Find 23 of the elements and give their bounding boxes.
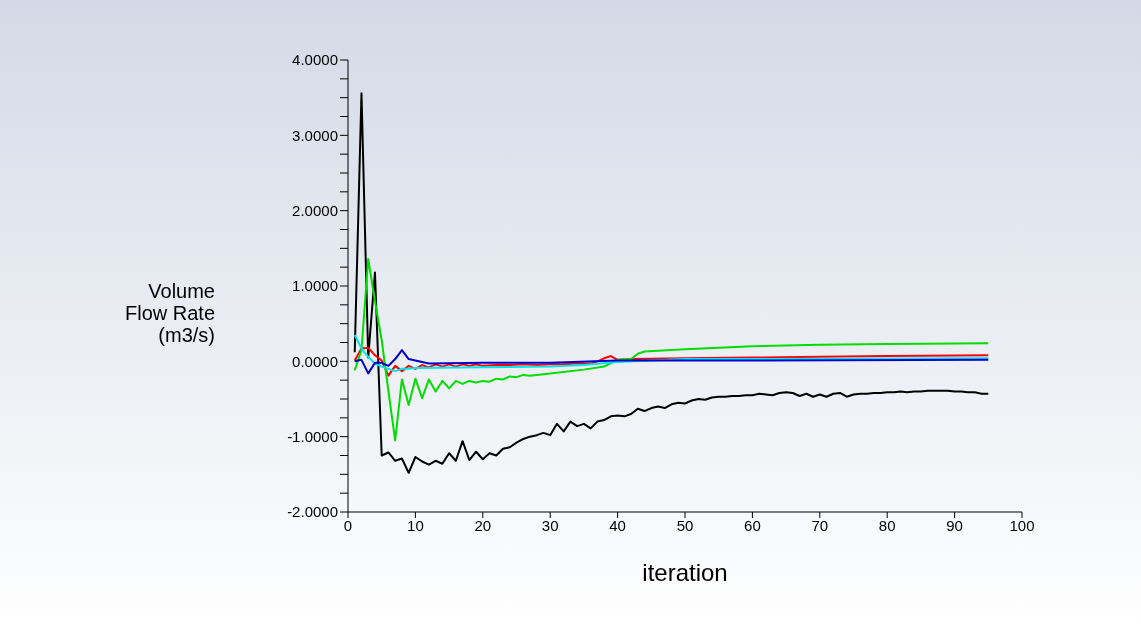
line-series xyxy=(353,257,990,442)
x-tick-label: 60 xyxy=(744,516,761,534)
x-tick-label: 10 xyxy=(407,516,424,534)
y-axis-title: Volume Flow Rate (m3/s) xyxy=(123,280,215,346)
x-tick-label: 40 xyxy=(609,516,626,534)
x-tick-label: 80 xyxy=(878,516,896,534)
line-series xyxy=(353,333,990,373)
x-tick-label: 0 xyxy=(343,516,353,534)
x-tick-label: 70 xyxy=(811,516,829,534)
x-tick-label: 20 xyxy=(474,516,492,534)
y-tick-label: 2.0000 xyxy=(292,201,338,219)
x-tick-label: 100 xyxy=(1009,516,1035,534)
y-tick-label: 4.0000 xyxy=(292,51,338,69)
x-tick-label: 90 xyxy=(946,516,963,534)
y-tick-label: 0.0000 xyxy=(292,352,338,370)
x-axis-title: iteration xyxy=(642,559,728,586)
y-tick-label: -2.0000 xyxy=(287,503,338,521)
y-tick-label: 3.0000 xyxy=(292,126,338,144)
line-series xyxy=(353,92,990,474)
y-tick-label: -1.0000 xyxy=(287,427,338,445)
x-tick-label: 50 xyxy=(676,516,694,534)
y-tick-label: 1.0000 xyxy=(292,277,338,295)
x-tick-label: 30 xyxy=(541,516,559,534)
